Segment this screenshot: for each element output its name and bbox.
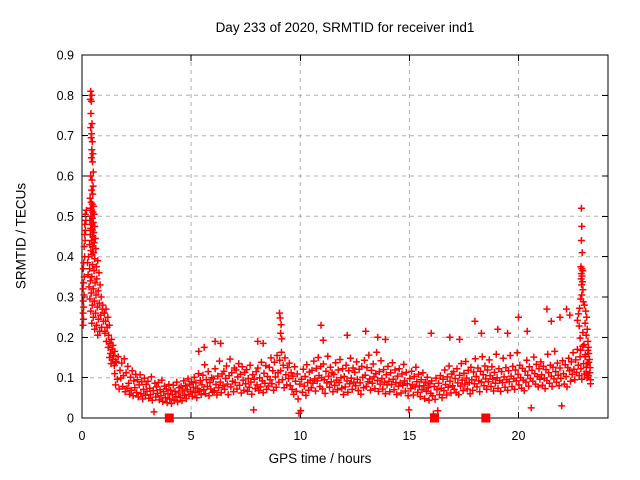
svg-text:0.2: 0.2	[57, 331, 74, 345]
svg-text:0.5: 0.5	[57, 210, 74, 224]
x-axis-label: GPS time / hours	[268, 451, 372, 466]
svg-text:0.7: 0.7	[57, 129, 74, 143]
svg-text:0.4: 0.4	[57, 250, 74, 264]
svg-text:10: 10	[293, 429, 307, 443]
svg-text:5: 5	[188, 429, 195, 443]
svg-text:0.6: 0.6	[57, 170, 74, 184]
svg-text:0.1: 0.1	[57, 371, 74, 385]
svg-text:0: 0	[67, 412, 74, 426]
svg-text:15: 15	[402, 429, 416, 443]
svg-text:0.3: 0.3	[57, 291, 74, 305]
chart-title: Day 233 of 2020, SRMTID for receiver ind…	[215, 20, 475, 35]
svg-text:0.9: 0.9	[57, 49, 74, 63]
svg-text:20: 20	[512, 429, 526, 443]
svg-text:0: 0	[79, 429, 86, 443]
svg-text:0.8: 0.8	[57, 89, 74, 103]
